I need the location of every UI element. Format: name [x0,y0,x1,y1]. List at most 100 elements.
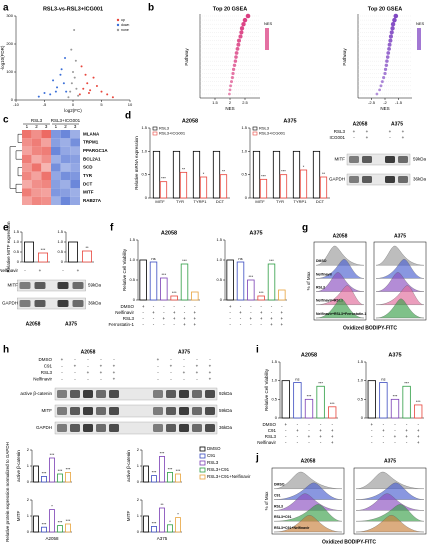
y-axis-label: -log10(FDR) [0,45,5,70]
blot-mark: - [87,364,89,369]
significance: *** [261,173,266,178]
cell-label: A375 [178,349,190,355]
bar [379,382,388,419]
blot-mark: - [170,357,172,362]
y-axis-label: active β-catenin [126,450,131,482]
heat-cell [22,155,32,164]
condition-mark: - [142,322,144,327]
bar [167,471,173,483]
y-tick-label: 2 [27,447,30,452]
condition-mark: + [229,304,232,309]
x-tick-label: 2 [229,100,232,105]
y-tick-label: 1 [27,463,30,468]
band-label: GAPDH [2,301,18,306]
cell-label: A375 [384,458,396,464]
x-tick-label: MITF [255,199,265,204]
blot-mark: - [196,377,198,382]
y-axis-label: Relative protein expression normalized t… [5,442,10,542]
blot-band [19,282,31,289]
heat-cell [51,138,61,147]
panel-letter: d [125,111,131,122]
bar [149,261,158,301]
y-tick-label: 0.5 [13,249,19,254]
condition-mark: + [405,434,408,439]
heat-cell [60,146,71,155]
column-label: 2 [35,124,38,129]
dot [375,92,379,96]
condition-mark: - [240,304,242,309]
band-size: 36kDa [219,425,233,430]
blot-mark: - [157,364,159,369]
heat-cell [51,188,61,197]
heat-cell [31,196,42,205]
condition-mark: - [173,304,175,309]
group-label: RSL3+ICG001 [51,118,81,123]
condition-mark: + [417,428,420,433]
condition-mark: - [250,304,252,309]
point [70,48,73,51]
significance: *** [42,470,47,475]
x-axis-label: A2058 [45,536,59,541]
y-tick-label: 1.5 [141,125,147,130]
colorbar-label: NES [416,21,425,26]
band-label: active β-catenin [20,391,52,396]
heat-cell [41,171,51,180]
condition-mark: + [319,434,322,439]
y-tick-label: 300 [6,13,13,18]
dot [388,38,393,43]
condition-name: RSL3 [123,316,135,321]
dot [380,80,384,84]
x-tick-label: -5 [43,102,47,107]
panel-letter: f [110,223,114,234]
bar [312,150,321,199]
legend-label: RSL3 [207,460,219,465]
condition-mark: - [173,322,175,327]
bar [414,404,423,419]
condition-mark: + [163,316,166,321]
x-tick-label: 1.5 [212,100,218,105]
blot-band [179,424,189,432]
legend-label: C91 [207,453,216,458]
dot [237,38,241,43]
point [77,94,80,97]
condition-mark: + [281,310,284,315]
blot-band [398,156,408,163]
bar [160,277,168,301]
x-axis-label: log2(FC) [64,108,82,113]
condition-mark: - [271,310,273,315]
significance: *** [307,393,312,398]
significance: *** [404,380,409,385]
column-label: 1 [26,124,29,129]
point [64,57,67,59]
blot-mark: + [113,370,116,375]
blot-frame [54,387,218,401]
blot-mark: + [157,357,160,362]
point [60,68,63,71]
sample-label: RSL3 [274,504,283,508]
significance: * [169,519,171,524]
panel-letter: e [3,223,9,234]
bar [402,385,411,419]
x-axis-label: NES [225,106,234,111]
bar [293,382,302,419]
y-tick-label: 1.5 [129,237,135,242]
heat-cell [60,130,71,139]
condition-name: DMSO [263,422,277,427]
chart-title: Top 20 GSEA [213,6,247,12]
blot-band [153,390,163,398]
dot [378,88,381,92]
x-tick-label: 10 [128,102,133,107]
dot [389,30,394,35]
significance: ns [381,377,385,382]
blot-mark: - [170,377,172,382]
heat-cell [70,163,80,172]
condition-mark: - [331,422,333,427]
condition-mark: - [153,304,155,309]
point [80,65,83,68]
blot-mark: + [353,129,356,134]
blot-mark: - [196,357,198,362]
blot-band [205,424,215,432]
blot-band [205,390,215,398]
significance: ** [160,502,164,507]
condition-mark: - [417,422,419,427]
